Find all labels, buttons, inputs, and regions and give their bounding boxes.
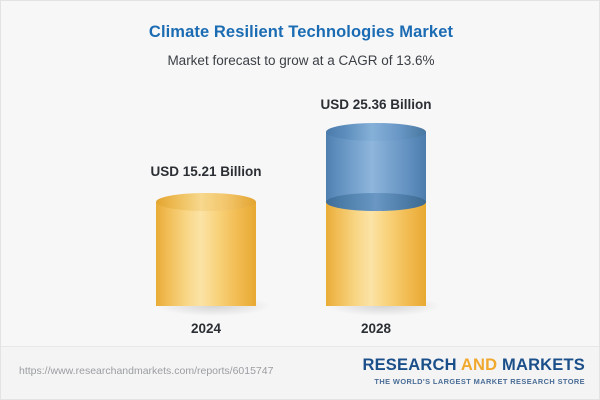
source-url[interactable]: https://www.researchandmarkets.com/repor…	[19, 365, 274, 377]
bar-value-label-2028: USD 25.36 Billion	[320, 97, 432, 112]
x-axis-label-2028: 2028	[360, 321, 392, 336]
bar-segment-growth-body-2028	[326, 132, 426, 202]
bar-segment-growth-top-ellipse-2028	[326, 123, 426, 141]
bar-segment-base-body-2024	[156, 202, 256, 306]
research-and-markets-logo[interactable]: RESEARCH AND MARKETS THE WORLD'S LARGEST…	[362, 356, 585, 386]
chart-title: Climate Resilient Technologies Market	[148, 23, 454, 41]
logo-wordmark: RESEARCH AND MARKETS	[362, 356, 585, 375]
bar-segment-growth-bottom-ellipse-2028	[326, 193, 426, 211]
logo-word-research: RESEARCH	[362, 356, 461, 374]
logo-word-and: AND	[460, 356, 498, 374]
bar-value-label-2024: USD 15.21 Billion	[150, 164, 262, 179]
bar-segment-base-body-2028	[326, 202, 426, 306]
chart-subtitle: Market forecast to grow at a CAGR of 13.…	[167, 53, 435, 68]
x-axis-label-2024: 2024	[190, 321, 222, 336]
logo-word-markets: MARKETS	[497, 356, 585, 374]
logo-tagline: THE WORLD'S LARGEST MARKET RESEARCH STOR…	[374, 377, 585, 386]
bar-segment-base-top-ellipse-2024	[156, 193, 256, 211]
chart-plot-area: USD 15.21 Billion 2024 USD 25.36 Billion	[1, 81, 599, 346]
footer: https://www.researchandmarkets.com/repor…	[1, 346, 599, 399]
